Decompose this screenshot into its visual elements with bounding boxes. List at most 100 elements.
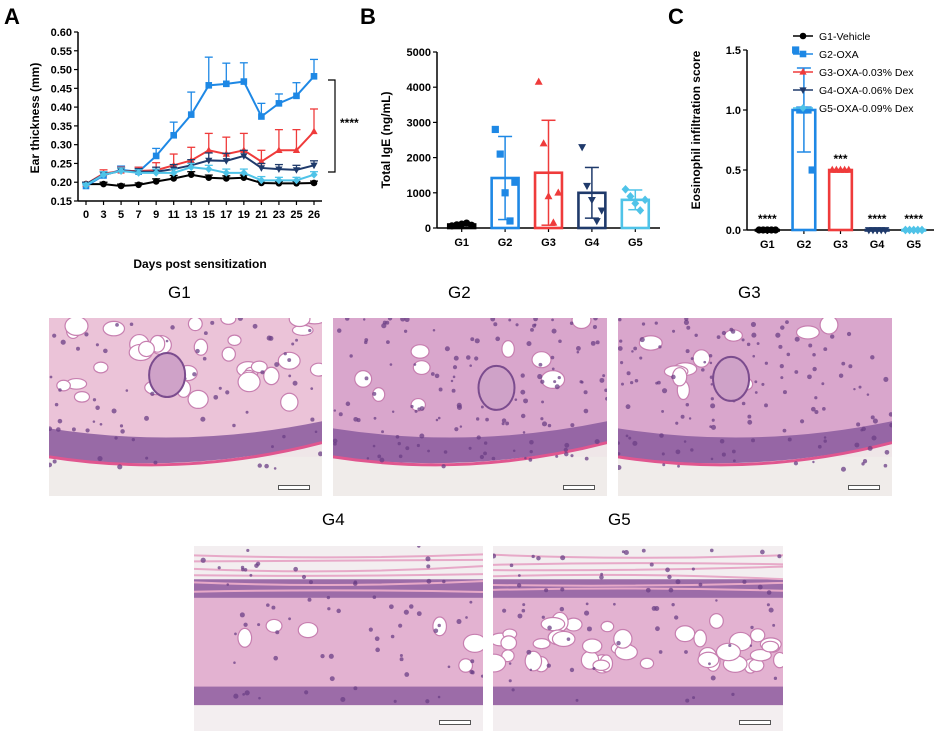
nucleus (437, 416, 441, 420)
nucleus (814, 410, 819, 415)
nucleus (58, 388, 62, 392)
nucleus (817, 444, 822, 449)
nucleus (540, 379, 545, 384)
nucleus (114, 436, 118, 440)
nucleus (883, 376, 889, 382)
nucleus (387, 318, 393, 321)
y-tick-label: 0.55 (51, 46, 72, 58)
nucleus (764, 403, 768, 408)
nucleus (590, 340, 596, 346)
nucleus (671, 374, 676, 380)
nucleus (338, 412, 343, 417)
nucleus (243, 567, 248, 572)
nucleus (592, 666, 596, 671)
nucleus (115, 322, 119, 327)
nucleus (257, 463, 262, 468)
nucleus (550, 355, 555, 360)
nucleus (389, 363, 393, 366)
nucleus (626, 371, 631, 376)
nucleus (569, 321, 574, 325)
bar-group-G1: **** (754, 212, 780, 234)
data-point (636, 206, 645, 215)
adipocyte (749, 648, 772, 662)
nucleus (870, 355, 875, 360)
adipocyte (697, 651, 720, 669)
data-point (275, 146, 283, 153)
nucleus (483, 451, 487, 456)
legend-marker (799, 32, 807, 40)
series-G5-OXA-0.09% Dex (82, 162, 318, 190)
nucleus (639, 356, 643, 360)
nucleus (364, 340, 368, 345)
data-point (258, 113, 265, 120)
chart-legend: G1-Vehicle G2-OXA G3-OXA-0.03% Dex G4-OXA-0… (793, 31, 914, 115)
nucleus (752, 354, 756, 358)
nucleus (524, 456, 527, 460)
y-tick-label: 3000 (407, 117, 431, 129)
nucleus (780, 376, 784, 380)
adipocyte (592, 659, 611, 672)
nucleus (821, 382, 825, 386)
nucleus (49, 462, 53, 468)
adipocyte (531, 351, 552, 369)
nucleus (213, 394, 219, 400)
nucleus (531, 554, 535, 559)
nucleus (344, 318, 350, 321)
nucleus (52, 333, 57, 338)
x-tick-label: 25 (290, 209, 302, 221)
nucleus (694, 333, 698, 337)
adipocyte (613, 628, 633, 649)
bar-group-G3 (533, 77, 564, 230)
nucleus (469, 669, 474, 675)
nucleus (749, 644, 753, 647)
nucleus (618, 318, 622, 322)
nucleus (710, 675, 716, 681)
adipocyte (571, 318, 592, 330)
bar (827, 168, 854, 232)
nucleus (517, 613, 523, 619)
nucleus (616, 640, 621, 646)
nucleus (275, 630, 280, 635)
nucleus (349, 354, 353, 358)
y-axis-label: Ear thickness (mm) (28, 63, 42, 174)
nucleus (95, 343, 99, 347)
nucleus (521, 608, 526, 613)
nucleus (794, 370, 799, 374)
nucleus (366, 457, 370, 460)
nucleus (554, 384, 560, 390)
epidermis (333, 421, 607, 464)
nucleus (721, 452, 726, 457)
adipocyte (540, 370, 566, 390)
data-point (467, 221, 476, 229)
nucleus (812, 366, 817, 372)
histology-label-g5: G5 (608, 510, 631, 529)
nucleus (249, 573, 253, 577)
dermis (194, 579, 483, 706)
nucleus (466, 355, 471, 360)
data-point (511, 178, 519, 186)
nucleus (860, 428, 864, 432)
data-point (205, 174, 213, 182)
data-point (275, 166, 283, 174)
nucleus (454, 427, 459, 432)
y-tick-label: 0 (425, 223, 431, 235)
nucleus (564, 451, 569, 457)
nucleus (92, 398, 97, 402)
histology-label-g3: G3 (738, 283, 761, 302)
x-tick-label: G5 (906, 239, 921, 251)
nucleus (862, 459, 868, 464)
data-point (222, 168, 230, 177)
nucleus (530, 327, 534, 332)
x-tick-label: 11 (168, 209, 180, 221)
data-point (100, 180, 107, 188)
legend-marker (799, 68, 807, 75)
nucleus (442, 579, 446, 584)
nucleus (677, 464, 680, 468)
histology-image-g5 (493, 546, 783, 731)
nucleus (512, 449, 516, 452)
nucleus (564, 442, 570, 448)
nucleus (400, 318, 406, 322)
x-tick-label: 7 (136, 209, 142, 221)
x-tick-label: 13 (185, 209, 197, 221)
nucleus (274, 362, 280, 367)
